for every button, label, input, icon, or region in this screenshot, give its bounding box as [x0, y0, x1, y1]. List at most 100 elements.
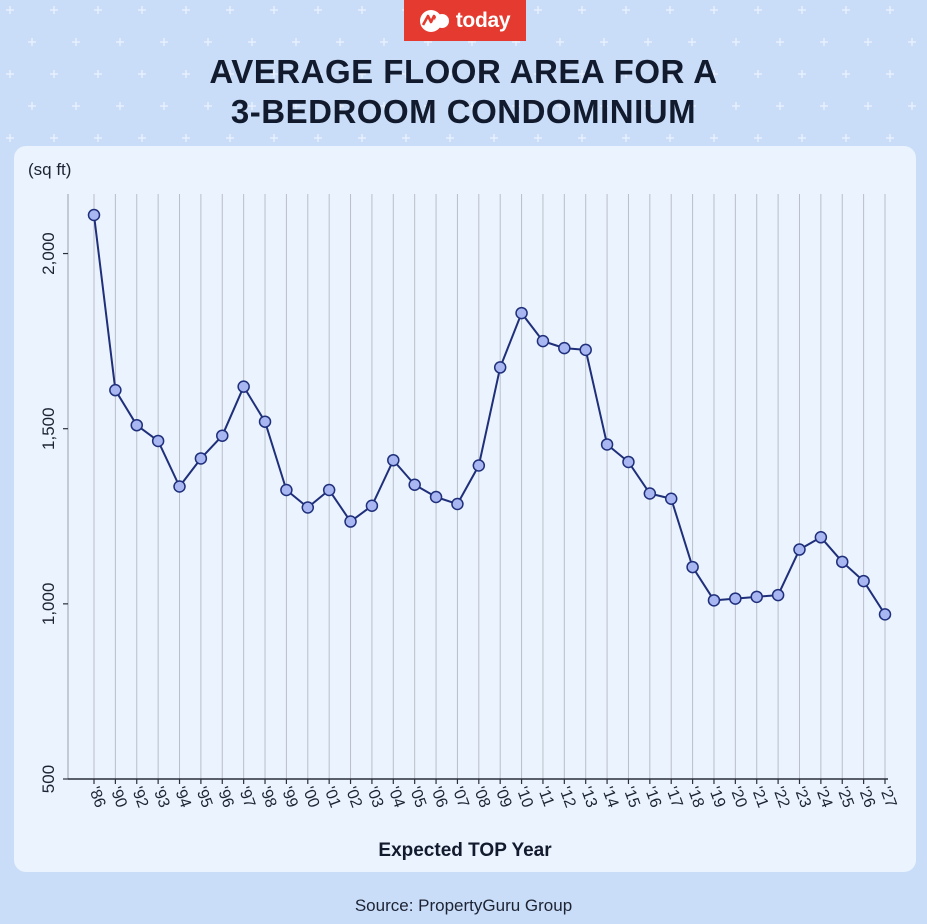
x-tick-label: '01 [320, 785, 343, 811]
plus-icon [732, 102, 740, 110]
data-point [109, 383, 122, 397]
x-tick-label: '94 [171, 785, 194, 811]
plus-icon [28, 102, 36, 110]
x-tick-label: '21 [748, 785, 771, 811]
data-point [707, 594, 721, 607]
logo-text: today [455, 8, 511, 32]
plus-icon [138, 6, 146, 14]
plus-icon [666, 6, 674, 14]
x-tick-label: '93 [149, 785, 172, 811]
plus-icon [226, 6, 234, 14]
y-tick-label: 1,000 [39, 583, 58, 626]
plus-icon [270, 134, 278, 142]
x-tick-label: '95 [192, 785, 215, 811]
plus-icon [798, 70, 806, 78]
plus-icon [292, 38, 300, 46]
plus-icon [710, 70, 718, 78]
plus-icon [578, 6, 586, 14]
plus-icon [754, 134, 762, 142]
data-point [344, 515, 357, 528]
plus-icon [842, 70, 850, 78]
data-point [194, 452, 208, 465]
plus-icon [6, 70, 14, 78]
data-point [643, 487, 657, 500]
plus-icon [336, 102, 344, 110]
data-point [814, 531, 828, 544]
data-point [322, 483, 336, 497]
plus-icon [424, 102, 432, 110]
x-tick-label: '27 [876, 785, 899, 811]
x-tick-label: '99 [278, 785, 301, 811]
data-point [387, 453, 400, 467]
data-point [216, 429, 229, 442]
x-tick-label: '15 [620, 785, 643, 811]
x-tick-label: '12 [556, 785, 579, 811]
plus-icon [798, 134, 806, 142]
plus-icon [270, 6, 278, 14]
plus-icon [490, 70, 498, 78]
data-point [515, 306, 528, 320]
plus-icon [512, 102, 520, 110]
x-tick-label: '10 [513, 785, 536, 811]
data-point [472, 459, 486, 472]
x-tick-label: '08 [470, 785, 493, 811]
x-tick-label: '92 [128, 785, 151, 811]
y-tick-label: 500 [39, 765, 58, 793]
data-point [301, 501, 315, 514]
x-tick-label: '96 [214, 785, 237, 811]
x-tick-label: '07 [449, 785, 472, 811]
line-chart: 5001,0001,5002,000'86'90'92'93'94'95'96'… [28, 160, 899, 861]
x-tick-label: '02 [342, 785, 365, 811]
data-point [536, 334, 550, 348]
x-tick-label: '17 [662, 785, 685, 811]
data-point [87, 208, 101, 222]
plus-icon [776, 38, 784, 46]
plus-icon [842, 134, 850, 142]
data-point [280, 483, 293, 497]
x-tick-label: '86 [85, 785, 108, 811]
plus-icon [380, 38, 388, 46]
data-point [408, 478, 421, 491]
plus-icon [402, 70, 410, 78]
plus-icon [292, 102, 300, 110]
plus-icon [578, 70, 586, 78]
plus-icon [314, 6, 322, 14]
plus-icon [556, 102, 564, 110]
plus-icon [314, 70, 322, 78]
plus-icon [490, 134, 498, 142]
plus-icon [72, 38, 80, 46]
plus-icon [534, 6, 542, 14]
chart-title: AVERAGE FLOOR AREA FOR A 3-BEDROOM CONDO… [0, 52, 927, 132]
x-tick-label: '98 [256, 785, 279, 811]
data-point [429, 490, 443, 504]
plus-icon [754, 70, 762, 78]
plus-icon [578, 134, 586, 142]
plus-icon [226, 134, 234, 142]
plus-icon [688, 38, 696, 46]
data-point [130, 418, 144, 432]
plus-icon [248, 38, 256, 46]
x-tick-label: '06 [427, 785, 450, 811]
plus-icon [314, 134, 322, 142]
plus-icon [182, 134, 190, 142]
plus-icon [446, 70, 454, 78]
plus-icon [358, 70, 366, 78]
data-point [365, 499, 379, 513]
plus-icon [864, 38, 872, 46]
x-tick-label: '11 [534, 785, 557, 809]
plus-icon [94, 6, 102, 14]
y-tick-label: 2,000 [39, 232, 58, 275]
plus-icon [204, 38, 212, 46]
plus-icon [336, 38, 344, 46]
data-point [750, 590, 763, 604]
plus-icon [226, 70, 234, 78]
data-point [835, 555, 849, 569]
plus-icon [160, 102, 168, 110]
plus-icon [94, 70, 102, 78]
x-tick-label: '25 [833, 785, 856, 811]
plus-icon [776, 102, 784, 110]
plus-icon [204, 102, 212, 110]
plus-icon [534, 134, 542, 142]
plus-icon [358, 6, 366, 14]
plus-icon [666, 134, 674, 142]
